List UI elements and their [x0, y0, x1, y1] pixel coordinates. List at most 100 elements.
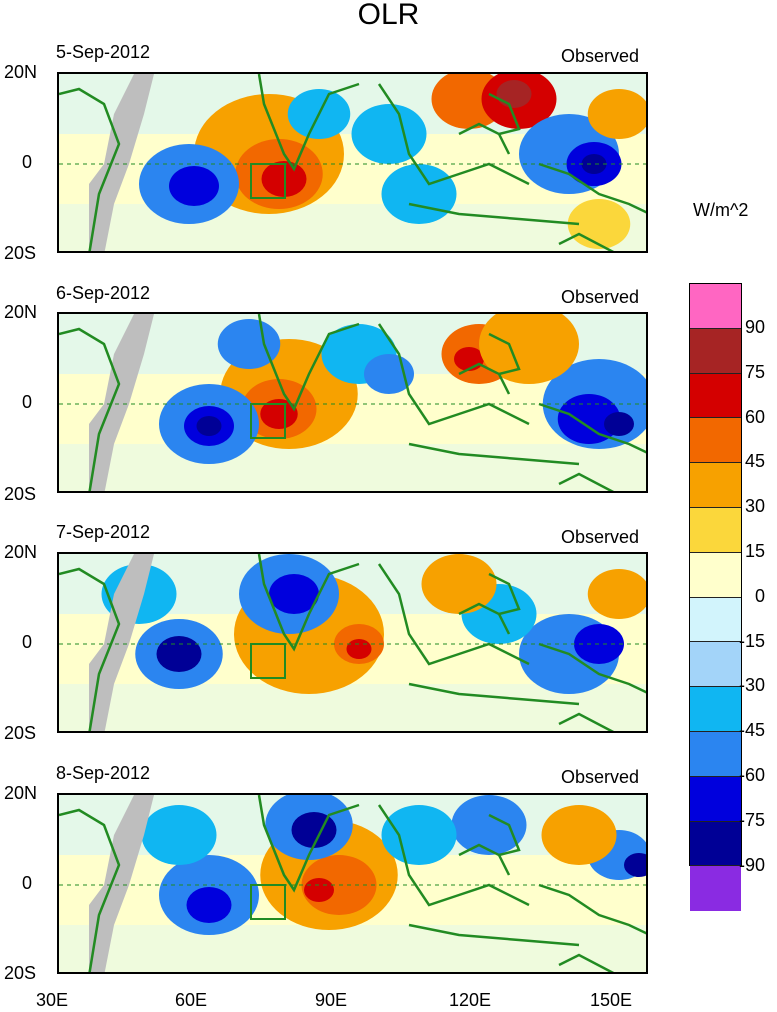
xtick-90e: 90E — [315, 990, 348, 1010]
olr-anomaly — [587, 569, 646, 619]
reference-box — [250, 163, 286, 199]
panel-1-ytick-20s: 20S — [4, 243, 37, 263]
coastline — [408, 202, 580, 226]
colorbar-label: -60 — [738, 765, 765, 785]
coastline — [257, 74, 360, 172]
colorbar-label: -30 — [738, 675, 765, 696]
olr-field-4 — [59, 795, 646, 972]
colorbar-swatch — [690, 866, 741, 912]
colorbar-label: -15 — [738, 630, 765, 651]
olr-anomaly — [451, 795, 527, 855]
field-band — [59, 925, 646, 972]
figure-title: OLR — [357, 0, 420, 31]
coastline — [377, 323, 530, 426]
olr-anomaly — [196, 416, 222, 436]
colorbar-swatch — [690, 731, 741, 777]
coastline — [558, 953, 615, 972]
olr-anomaly — [381, 805, 457, 865]
colorbar-label: -90 — [738, 854, 765, 875]
coastline — [488, 572, 521, 616]
colorbar-swatch — [690, 597, 741, 643]
panel-2-source: Observed — [561, 287, 640, 307]
coastline — [377, 563, 530, 666]
coastline — [59, 808, 121, 972]
panel-1-ytick-20n: 20N — [4, 62, 38, 82]
xtick-60e: 60E — [175, 990, 208, 1010]
coastline — [377, 83, 530, 186]
colorbar — [689, 283, 742, 912]
coastline — [488, 92, 521, 136]
olr-anomaly — [421, 554, 497, 614]
colorbar-swatch — [690, 284, 741, 329]
coastline — [408, 923, 580, 947]
olr-field-1 — [59, 74, 646, 251]
coastline — [59, 87, 121, 251]
colorbar-label: -75 — [738, 809, 765, 830]
colorbar-label: 45 — [744, 451, 765, 472]
reference-box — [250, 643, 286, 679]
panel-3-map — [57, 552, 648, 733]
coastline — [257, 554, 360, 652]
colorbar-label: 90 — [744, 317, 765, 337]
coastline — [538, 402, 646, 454]
field-band — [59, 444, 646, 491]
coastline — [458, 122, 511, 155]
colorbar-swatch — [690, 642, 741, 688]
coastline — [458, 843, 511, 876]
olr-anomaly — [186, 887, 232, 923]
olr-anomaly — [624, 853, 646, 877]
olr-anomaly — [346, 639, 372, 659]
panel-1-map — [57, 72, 648, 253]
panel-2-date: 6-Sep-2012 — [56, 283, 151, 303]
olr-field-3 — [59, 554, 646, 731]
colorbar-label: 60 — [744, 406, 765, 427]
panel-3-source: Observed — [561, 527, 640, 547]
colorbar-swatch — [690, 463, 741, 508]
missing-data — [89, 314, 154, 491]
xtick-150e: 150E — [590, 990, 633, 1010]
coastline — [558, 712, 615, 731]
coastline — [408, 442, 580, 466]
olr-anomaly — [496, 80, 532, 108]
olr-anomaly — [141, 805, 217, 865]
coastline — [488, 332, 521, 376]
reference-box — [250, 403, 286, 439]
olr-anomaly — [541, 805, 617, 865]
olr-anomaly — [260, 399, 298, 429]
panel-4-date: 8-Sep-2012 — [56, 763, 151, 783]
coastline — [538, 642, 646, 694]
coastline — [59, 567, 121, 731]
panel-2-map — [57, 312, 648, 493]
colorbar-swatch — [690, 373, 741, 419]
coastline — [408, 682, 580, 706]
field-band — [59, 204, 646, 251]
olr-anomaly — [269, 574, 319, 614]
panel-2-ytick-20n: 20N — [4, 302, 38, 322]
panel-4-ytick-20n: 20N — [4, 783, 38, 803]
olr-anomaly — [304, 878, 334, 902]
olr-anomaly — [581, 154, 607, 174]
coastline — [257, 795, 360, 893]
olr-anomaly — [479, 314, 579, 384]
olr-anomaly — [351, 104, 427, 164]
reference-box — [250, 884, 286, 920]
olr-anomaly — [454, 347, 484, 371]
olr-anomaly — [557, 394, 621, 444]
olr-anomaly — [156, 636, 202, 672]
colorbar-units: W/m^2 — [693, 200, 749, 220]
olr-anomaly — [217, 319, 281, 369]
colorbar-label: 30 — [744, 496, 765, 517]
colorbar-swatch — [690, 418, 741, 464]
panel-4-source: Observed — [561, 767, 640, 787]
missing-data — [89, 554, 154, 731]
olr-anomaly — [169, 166, 219, 206]
coastline — [257, 314, 360, 412]
colorbar-swatch — [690, 328, 741, 374]
coastline — [538, 162, 646, 214]
coastline — [538, 883, 646, 935]
panel-3-ytick-0: 0 — [22, 632, 33, 652]
colorbar-swatch — [690, 821, 741, 867]
missing-data — [89, 795, 154, 972]
coastline — [488, 813, 521, 857]
colorbar-swatch — [690, 776, 741, 822]
